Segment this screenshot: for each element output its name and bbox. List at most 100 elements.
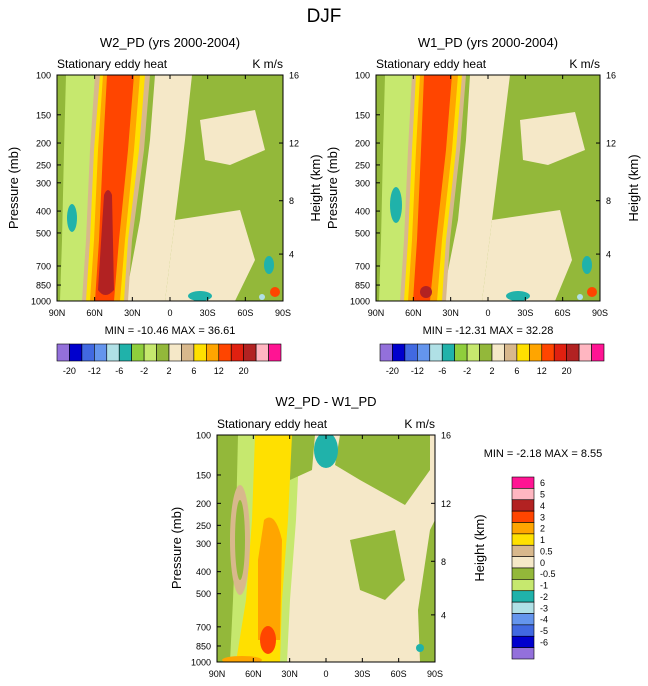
y-tick-label: 100 bbox=[196, 431, 211, 441]
y-tick-label: 100 bbox=[355, 71, 370, 81]
colorbar-swatch bbox=[511, 522, 535, 535]
colorbar-label: 1 bbox=[540, 535, 545, 545]
colorbar-swatch bbox=[511, 510, 535, 523]
colorbar-swatch bbox=[504, 343, 518, 362]
y-tick-label: 700 bbox=[196, 622, 211, 632]
colorbar-swatch bbox=[268, 343, 282, 362]
x-tick-label: 60N bbox=[86, 308, 103, 318]
colorbar-label: -20 bbox=[386, 366, 399, 376]
colorbar-swatch bbox=[511, 499, 535, 512]
panel-title: W1_PD (yrs 2000-2004) bbox=[418, 35, 558, 50]
y-tick-label: 400 bbox=[196, 567, 211, 577]
y-tick-label: 200 bbox=[36, 139, 51, 149]
y-axis-label: Pressure (mb) bbox=[169, 507, 184, 589]
panel-title: W2_PD (yrs 2000-2004) bbox=[100, 35, 240, 50]
colorbar-swatch bbox=[417, 343, 431, 362]
x-axis: 90N 60N 30N 0 30S 60S 90S bbox=[368, 75, 608, 318]
x-axis: 90N 60N 30N 0 30S 60S 90S bbox=[49, 75, 291, 318]
colorbar-swatch bbox=[441, 343, 455, 362]
colorbar-swatch bbox=[491, 343, 505, 362]
y-tick-label: 1000 bbox=[191, 658, 211, 668]
colorbar-swatch bbox=[193, 343, 207, 362]
colorbar-swatch bbox=[511, 476, 535, 489]
x-tick-label: 90N bbox=[49, 308, 66, 318]
colorbar-swatch bbox=[511, 567, 535, 580]
y-tick-label: 500 bbox=[196, 589, 211, 599]
y-right-tick-label: 4 bbox=[289, 250, 294, 260]
y-right-tick-label: 8 bbox=[289, 196, 294, 206]
panel-w2-pd: W2_PD (yrs 2000-2004) Stationary eddy he… bbox=[6, 35, 323, 337]
panel-subtitle-right: K m/s bbox=[569, 57, 600, 71]
colorbar-swatch bbox=[541, 343, 555, 362]
colorbar-difference: 6 543 210.5 0-0.5 -1-2-3 -4-5-6 bbox=[511, 476, 556, 660]
contour-field bbox=[57, 75, 283, 301]
y-tick-label: 500 bbox=[36, 228, 51, 238]
x-tick-label: 90S bbox=[275, 308, 291, 318]
colorbar-swatch bbox=[511, 601, 535, 614]
panel-subtitle-right: K m/s bbox=[404, 417, 435, 431]
x-tick-label: 0 bbox=[167, 308, 172, 318]
colorbar-label: 0.5 bbox=[540, 546, 553, 556]
colorbar-swatch bbox=[511, 624, 535, 637]
colorbar-label: 2 bbox=[166, 366, 171, 376]
colorbar-swatch bbox=[591, 343, 605, 362]
colorbar-swatch bbox=[131, 343, 145, 362]
colorbar-label: 5 bbox=[540, 490, 545, 500]
y-tick-label: 400 bbox=[36, 207, 51, 217]
contour-field bbox=[376, 75, 600, 301]
x-tick-label: 90S bbox=[427, 669, 443, 679]
x-tick-label: 60N bbox=[245, 669, 262, 679]
colorbar-swatch bbox=[511, 544, 535, 557]
colorbar-label: -2 bbox=[540, 592, 548, 602]
colorbar-label: 12 bbox=[214, 366, 224, 376]
x-tick-label: 60S bbox=[391, 669, 407, 679]
colorbar-label: -12 bbox=[88, 366, 101, 376]
colorbar-swatch bbox=[511, 488, 535, 501]
colorbar-swatch bbox=[168, 343, 182, 362]
y-right-tick-label: 16 bbox=[441, 431, 451, 441]
y-tick-label: 200 bbox=[355, 139, 370, 149]
y-right-tick-label: 16 bbox=[606, 71, 616, 81]
y-tick-label: 300 bbox=[36, 178, 51, 188]
colorbar-swatch bbox=[243, 343, 257, 362]
figure-title: DJF bbox=[307, 6, 342, 27]
y-tick-label: 250 bbox=[355, 160, 370, 170]
colorbar-swatch bbox=[553, 343, 567, 362]
panel-stats: MIN = -10.46 MAX = 36.61 bbox=[105, 325, 236, 337]
y-tick-label: 250 bbox=[196, 521, 211, 531]
colorbar-left: -20 -12 -6 -2 2 6 12 20 bbox=[56, 343, 282, 376]
panel-subtitle-left: Stationary eddy heat bbox=[376, 57, 487, 71]
colorbar-swatch bbox=[511, 613, 535, 626]
x-tick-label: 60S bbox=[555, 308, 571, 318]
colorbar-swatch bbox=[255, 343, 269, 362]
y-tick-label: 150 bbox=[36, 110, 51, 120]
x-tick-label: 0 bbox=[323, 669, 328, 679]
colorbar-swatch bbox=[230, 343, 244, 362]
colorbar-label: 6 bbox=[540, 478, 545, 488]
colorbar-swatch bbox=[511, 635, 535, 648]
colorbar-swatch bbox=[511, 590, 535, 603]
colorbar-label: -2 bbox=[140, 366, 148, 376]
colorbar-label: 0 bbox=[540, 558, 545, 568]
y-tick-label: 850 bbox=[196, 641, 211, 651]
colorbar-label: 2 bbox=[540, 524, 545, 534]
colorbar-swatch bbox=[566, 343, 580, 362]
colorbar-label: 3 bbox=[540, 512, 545, 522]
colorbar-swatch bbox=[479, 343, 493, 362]
y-tick-label: 300 bbox=[196, 539, 211, 549]
colorbar-label: 12 bbox=[537, 366, 547, 376]
colorbar-swatch bbox=[429, 343, 443, 362]
y-tick-label: 400 bbox=[355, 207, 370, 217]
colorbar-label: -5 bbox=[540, 626, 548, 636]
colorbar-swatch bbox=[392, 343, 406, 362]
y-right-tick-label: 12 bbox=[289, 139, 299, 149]
y-axis: 100 150 200 250 300 400 500 700 850 1000 16 12 8 4 bbox=[350, 71, 616, 307]
colorbar-swatch bbox=[106, 343, 120, 362]
colorbar-swatch bbox=[81, 343, 95, 362]
panel-subtitle-left: Stationary eddy heat bbox=[57, 57, 168, 71]
panel-w1-pd: W1_PD (yrs 2000-2004) Stationary eddy he… bbox=[325, 35, 641, 337]
colorbar-swatch bbox=[529, 343, 543, 362]
colorbar-swatch bbox=[454, 343, 468, 362]
colorbar-label: -6 bbox=[115, 366, 123, 376]
colorbar-label: -6 bbox=[540, 637, 548, 647]
